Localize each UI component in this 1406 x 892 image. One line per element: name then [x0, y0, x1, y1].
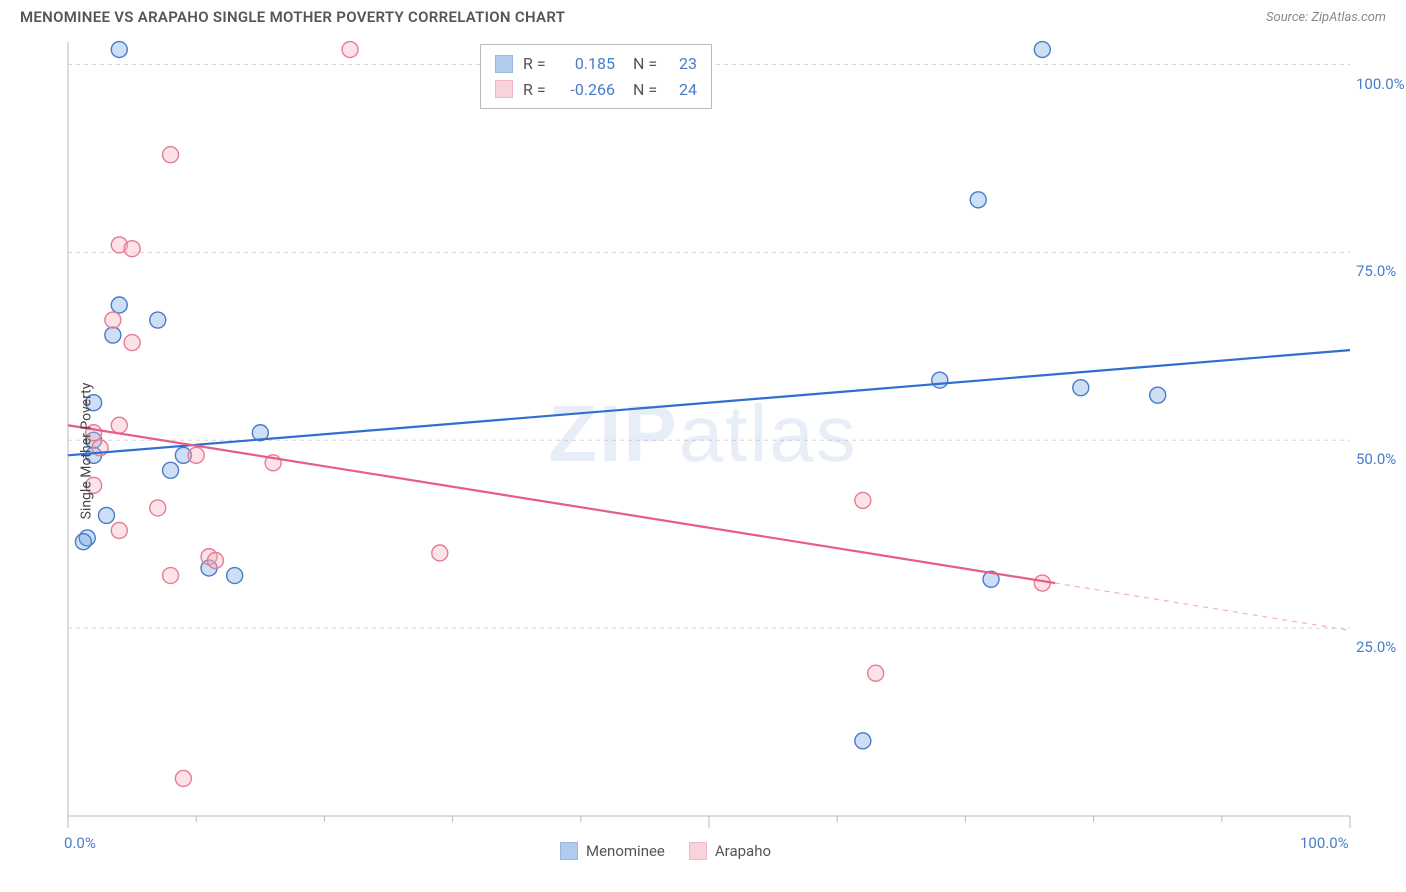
data-point [150, 500, 166, 516]
stat-r-label: R = [523, 77, 549, 103]
legend-label: Arapaho [715, 842, 771, 860]
data-point [98, 507, 114, 523]
data-point [932, 372, 948, 388]
data-point [868, 665, 884, 681]
data-point [111, 522, 127, 538]
trend-line-ext [1055, 583, 1350, 630]
data-point [1034, 42, 1050, 58]
stat-r-label: R = [523, 51, 549, 77]
data-point [970, 192, 986, 208]
x-tick-label: 100.0% [1300, 834, 1349, 852]
data-point [207, 553, 223, 569]
legend-swatch [495, 80, 513, 98]
data-point [111, 42, 127, 58]
data-point [150, 312, 166, 328]
stats-legend-box: R = 0.185 N = 23 R = -0.266 N = 24 [480, 44, 712, 109]
data-point [342, 42, 358, 58]
data-point [111, 297, 127, 313]
y-tick-label: 100.0% [1356, 75, 1405, 93]
y-tick-label: 75.0% [1356, 262, 1396, 280]
legend-swatch [560, 842, 578, 860]
data-point [163, 568, 179, 584]
legend-item: Arapaho [689, 842, 771, 860]
data-point [855, 492, 871, 508]
chart-title: MENOMINEE VS ARAPAHO SINGLE MOTHER POVER… [20, 8, 565, 26]
y-axis-label: Single Mother Poverty [78, 383, 94, 520]
y-tick-label: 50.0% [1356, 450, 1396, 468]
data-point [75, 534, 91, 550]
data-point [124, 335, 140, 351]
data-point [163, 147, 179, 163]
data-point [105, 327, 121, 343]
data-point [1073, 380, 1089, 396]
stat-r-value: -0.266 [559, 77, 615, 103]
stat-n-label: N = [633, 51, 659, 77]
title-bar: MENOMINEE VS ARAPAHO SINGLE MOTHER POVER… [0, 0, 1406, 36]
series-legend: Menominee Arapaho [560, 842, 771, 860]
data-point [124, 241, 140, 257]
stat-n-label: N = [633, 77, 659, 103]
data-point [855, 733, 871, 749]
data-point [163, 462, 179, 478]
x-tick-label: 0.0% [64, 834, 96, 852]
data-point [432, 545, 448, 561]
scatter-chart [20, 36, 1386, 866]
data-point [1150, 387, 1166, 403]
source-attribution: Source: ZipAtlas.com [1266, 10, 1386, 25]
legend-swatch [689, 842, 707, 860]
data-point [105, 312, 121, 328]
stat-n-value: 24 [669, 77, 697, 103]
data-point [1034, 575, 1050, 591]
stat-n-value: 23 [669, 51, 697, 77]
data-point [175, 770, 191, 786]
y-tick-label: 25.0% [1356, 638, 1396, 656]
stats-legend-row: R = -0.266 N = 24 [495, 77, 697, 103]
stats-legend-row: R = 0.185 N = 23 [495, 51, 697, 77]
legend-item: Menominee [560, 842, 665, 860]
legend-swatch [495, 55, 513, 73]
data-point [111, 417, 127, 433]
legend-label: Menominee [586, 842, 665, 860]
data-point [227, 568, 243, 584]
stat-r-value: 0.185 [559, 51, 615, 77]
chart-container: Single Mother Poverty ZIPatlas R =0.185N… [20, 36, 1386, 866]
data-point [188, 447, 204, 463]
